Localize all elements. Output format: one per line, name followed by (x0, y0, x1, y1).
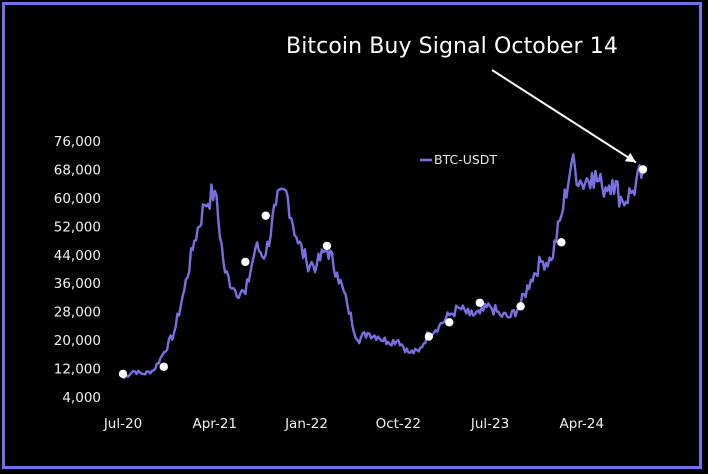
buy-signal-marker (159, 362, 168, 371)
buy-signal-marker (445, 318, 454, 327)
y-tick-label: 76,000 (54, 134, 101, 150)
y-tick-label: 20,000 (54, 333, 101, 349)
y-tick-label: 44,000 (54, 248, 101, 264)
buy-signal-marker (516, 302, 525, 311)
buy-signal-marker (322, 241, 332, 251)
buy-signal-marker (241, 257, 250, 267)
btc-usdt-series-line (122, 153, 645, 380)
x-tick-label: Apr-21 (192, 416, 237, 432)
x-tick-label: Jul-23 (470, 416, 509, 432)
x-tick-label: Oct-22 (376, 416, 421, 432)
x-tick-label: Apr-24 (560, 416, 605, 432)
buy-signal-marker (424, 332, 434, 341)
buy-signal-marker (118, 369, 128, 379)
y-tick-label: 36,000 (54, 276, 101, 292)
x-tick-label: Jul-20 (103, 416, 142, 432)
annotation-arrow-head (624, 152, 636, 163)
y-tick-label: 28,000 (54, 305, 101, 321)
buy-signal-marker (475, 298, 485, 307)
chart-frame (2, 2, 702, 469)
y-tick-label: 4,000 (62, 390, 101, 406)
legend-label: BTC-USDT (434, 152, 497, 167)
y-tick-label: 52,000 (54, 219, 101, 235)
buy-signal-marker (638, 165, 648, 174)
x-tick-label: Jan-22 (284, 416, 328, 432)
y-tick-label: 60,000 (54, 191, 101, 207)
buy-signal-marker (261, 211, 270, 220)
buy-signal-marker (557, 238, 566, 247)
chart-title: Bitcoin Buy Signal October 14 (286, 34, 618, 59)
annotation-arrow-line (491, 69, 637, 164)
y-tick-label: 12,000 (54, 362, 101, 378)
y-tick-label: 68,000 (54, 162, 101, 178)
